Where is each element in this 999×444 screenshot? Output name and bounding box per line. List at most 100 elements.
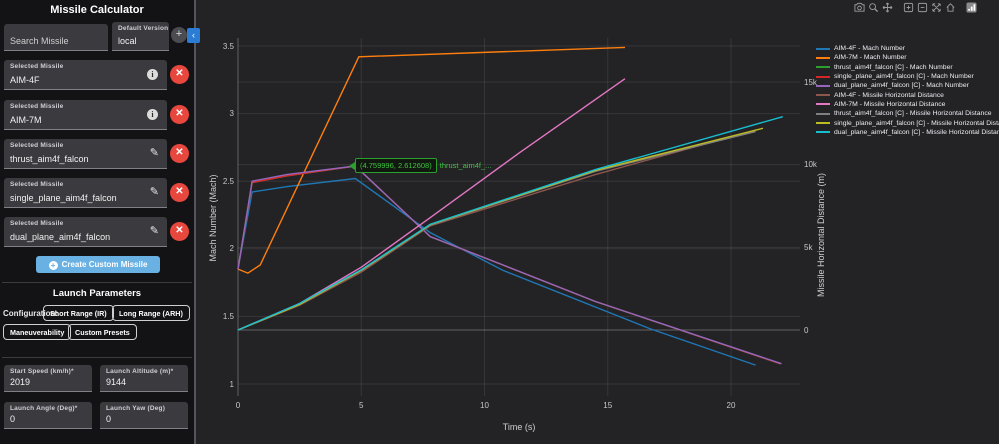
trace-line[interactable]: [237, 165, 781, 365]
preset-custom-presets-button[interactable]: Custom Presets: [68, 324, 137, 340]
y-left-tick-label: 2: [229, 244, 234, 254]
edit-icon[interactable]: ✎: [149, 224, 159, 237]
trace-line[interactable]: [237, 116, 783, 331]
add-circle-icon: +: [48, 261, 58, 270]
legend-item[interactable]: thrust_aim4f_falcon [C] - Mach Number: [816, 63, 999, 72]
selected-missile-label: Selected Missile: [10, 220, 64, 227]
close-icon: ✕: [175, 225, 184, 236]
selected-missile-name: AIM-4F: [10, 75, 40, 85]
create-custom-missile-button[interactable]: + Create Custom Missile: [36, 256, 160, 273]
autoscale-icon[interactable]: [931, 2, 942, 13]
trace-line[interactable]: [237, 165, 781, 365]
sidebar: Missile Calculator Search Missile Defaul…: [0, 0, 200, 444]
edit-icon[interactable]: ✎: [149, 146, 159, 159]
legend-item[interactable]: single_plane_aim4f_falcon [C] - Mach Num…: [816, 72, 999, 81]
remove-missile-button[interactable]: ✕: [170, 183, 189, 202]
camera-icon[interactable]: [854, 2, 865, 13]
trace-line[interactable]: [237, 130, 756, 331]
selected-missile-field[interactable]: Selected Missile AIM-4F i: [4, 60, 167, 90]
launch-yaw-value: 0: [106, 414, 112, 424]
close-icon: ✕: [175, 68, 184, 79]
launch-altitude-field[interactable]: Launch Altitude (m)* 9144: [100, 365, 188, 392]
preset-long-range-button[interactable]: Long Range (ARH): [112, 305, 190, 321]
plotly-logo-icon[interactable]: [966, 2, 977, 13]
launch-angle-value: 0: [10, 414, 16, 424]
home-icon[interactable]: [945, 2, 956, 13]
preset-short-range-button[interactable]: Short Range (IR): [43, 305, 114, 321]
default-version-select[interactable]: Default Version local: [112, 22, 169, 51]
info-icon[interactable]: i: [147, 69, 158, 80]
selected-missile-label: Selected Missile: [10, 142, 64, 149]
x-tick-label: 20: [726, 401, 736, 410]
legend-swatch-icon: [816, 56, 830, 59]
search-missile-input[interactable]: Search Missile: [4, 24, 108, 51]
legend-label: single_plane_aim4f_falcon [C] - Missile …: [834, 119, 999, 127]
legend-label: dual_plane_aim4f_falcon [C] - Missile Ho…: [834, 128, 999, 136]
legend-item[interactable]: thrust_aim4f_falcon [C] - Missile Horizo…: [816, 109, 999, 118]
remove-missile-button[interactable]: ✕: [170, 222, 189, 241]
edit-icon[interactable]: ✎: [149, 185, 159, 198]
selected-missile-field[interactable]: Selected Missile dual_plane_aim4f_falcon…: [4, 217, 167, 247]
trace-line[interactable]: [237, 165, 782, 365]
selected-missile-field[interactable]: Selected Missile AIM-7M i: [4, 100, 167, 130]
plot-canvas[interactable]: [196, 0, 999, 444]
divider: [2, 357, 192, 358]
selected-missile-label: Selected Missile: [10, 63, 64, 70]
zoom-icon[interactable]: [868, 2, 879, 13]
legend-swatch-icon: [816, 122, 830, 125]
y-right-tick-label: 0: [804, 325, 809, 335]
legend-item[interactable]: AIM-7M - Mach Number: [816, 53, 999, 62]
trace-line[interactable]: [237, 127, 764, 331]
launch-yaw-field[interactable]: Launch Yaw (Deg) 0: [100, 402, 188, 429]
legend-item[interactable]: AIM-7M - Missile Horizontal Distance: [816, 100, 999, 109]
launch-angle-field[interactable]: Launch Angle (Deg)* 0: [4, 402, 92, 429]
legend-item[interactable]: single_plane_aim4f_falcon [C] - Missile …: [816, 118, 999, 127]
zoom-out-icon[interactable]: [917, 2, 928, 13]
divider: [2, 282, 192, 283]
x-tick-label: 10: [480, 401, 489, 410]
start-speed-field[interactable]: Start Speed (km/h)* 2019: [4, 365, 92, 392]
x-tick-label: 5: [359, 401, 364, 410]
trace-line[interactable]: [237, 129, 756, 331]
legend-label: AIM-4F - Mach Number: [834, 45, 906, 53]
preset-maneuverability-button[interactable]: Maneuverability: [3, 324, 72, 340]
legend-swatch-icon: [816, 47, 830, 50]
trace-line[interactable]: [237, 46, 626, 274]
selected-missile-field[interactable]: Selected Missile single_plane_aim4f_falc…: [4, 178, 167, 208]
zoom-in-icon[interactable]: [903, 2, 914, 13]
launch-altitude-value: 9144: [106, 377, 127, 387]
y-left-tick-label: 3: [229, 109, 234, 119]
trace-line[interactable]: [237, 177, 756, 366]
configuration-label: Configuration:: [3, 309, 59, 318]
app-title: Missile Calculator: [50, 4, 144, 16]
legend-label: AIM-7M - Mach Number: [834, 54, 907, 62]
trace-line[interactable]: [237, 78, 626, 331]
tooltip-arrow-icon: [349, 161, 355, 170]
legend-item[interactable]: dual_plane_aim4f_falcon [C] - Mach Numbe…: [816, 81, 999, 90]
tooltip-trace-name: thrust_aim4f_...: [439, 161, 492, 170]
remove-missile-button[interactable]: ✕: [170, 105, 189, 124]
remove-missile-button[interactable]: ✕: [170, 65, 189, 84]
selected-missile-name: thrust_aim4f_falcon: [10, 154, 89, 164]
legend-label: AIM-4F - Missile Horizontal Distance: [834, 91, 944, 99]
close-icon: ✕: [175, 147, 184, 158]
create-custom-missile-label: Create Custom Missile: [61, 260, 148, 269]
info-icon[interactable]: i: [147, 109, 158, 120]
legend-item[interactable]: AIM-4F - Missile Horizontal Distance: [816, 90, 999, 99]
selected-missile-field[interactable]: Selected Missile thrust_aim4f_falcon ✎: [4, 139, 167, 169]
legend-swatch-icon: [816, 66, 830, 69]
legend-item[interactable]: AIM-4F - Mach Number: [816, 44, 999, 53]
legend-label: dual_plane_aim4f_falcon [C] - Mach Numbe…: [834, 82, 969, 90]
legend-item[interactable]: dual_plane_aim4f_falcon [C] - Missile Ho…: [816, 128, 999, 137]
start-speed-value: 2019: [10, 377, 31, 387]
add-missile-button[interactable]: +: [171, 27, 187, 43]
sidebar-collapse-button[interactable]: ‹: [187, 28, 200, 43]
chart-area: Time (s) Mach Number (Mach) Missile Hori…: [196, 0, 999, 444]
remove-missile-button[interactable]: ✕: [170, 144, 189, 163]
plotly-modebar: [854, 2, 977, 13]
chevron-left-icon: ‹: [192, 30, 195, 40]
default-version-value: local: [118, 36, 137, 46]
legend-label: AIM-7M - Missile Horizontal Distance: [834, 100, 946, 108]
pan-icon[interactable]: [882, 2, 893, 13]
hover-tooltip: (4.759996, 2.612608) thrust_aim4f_...: [349, 158, 491, 173]
